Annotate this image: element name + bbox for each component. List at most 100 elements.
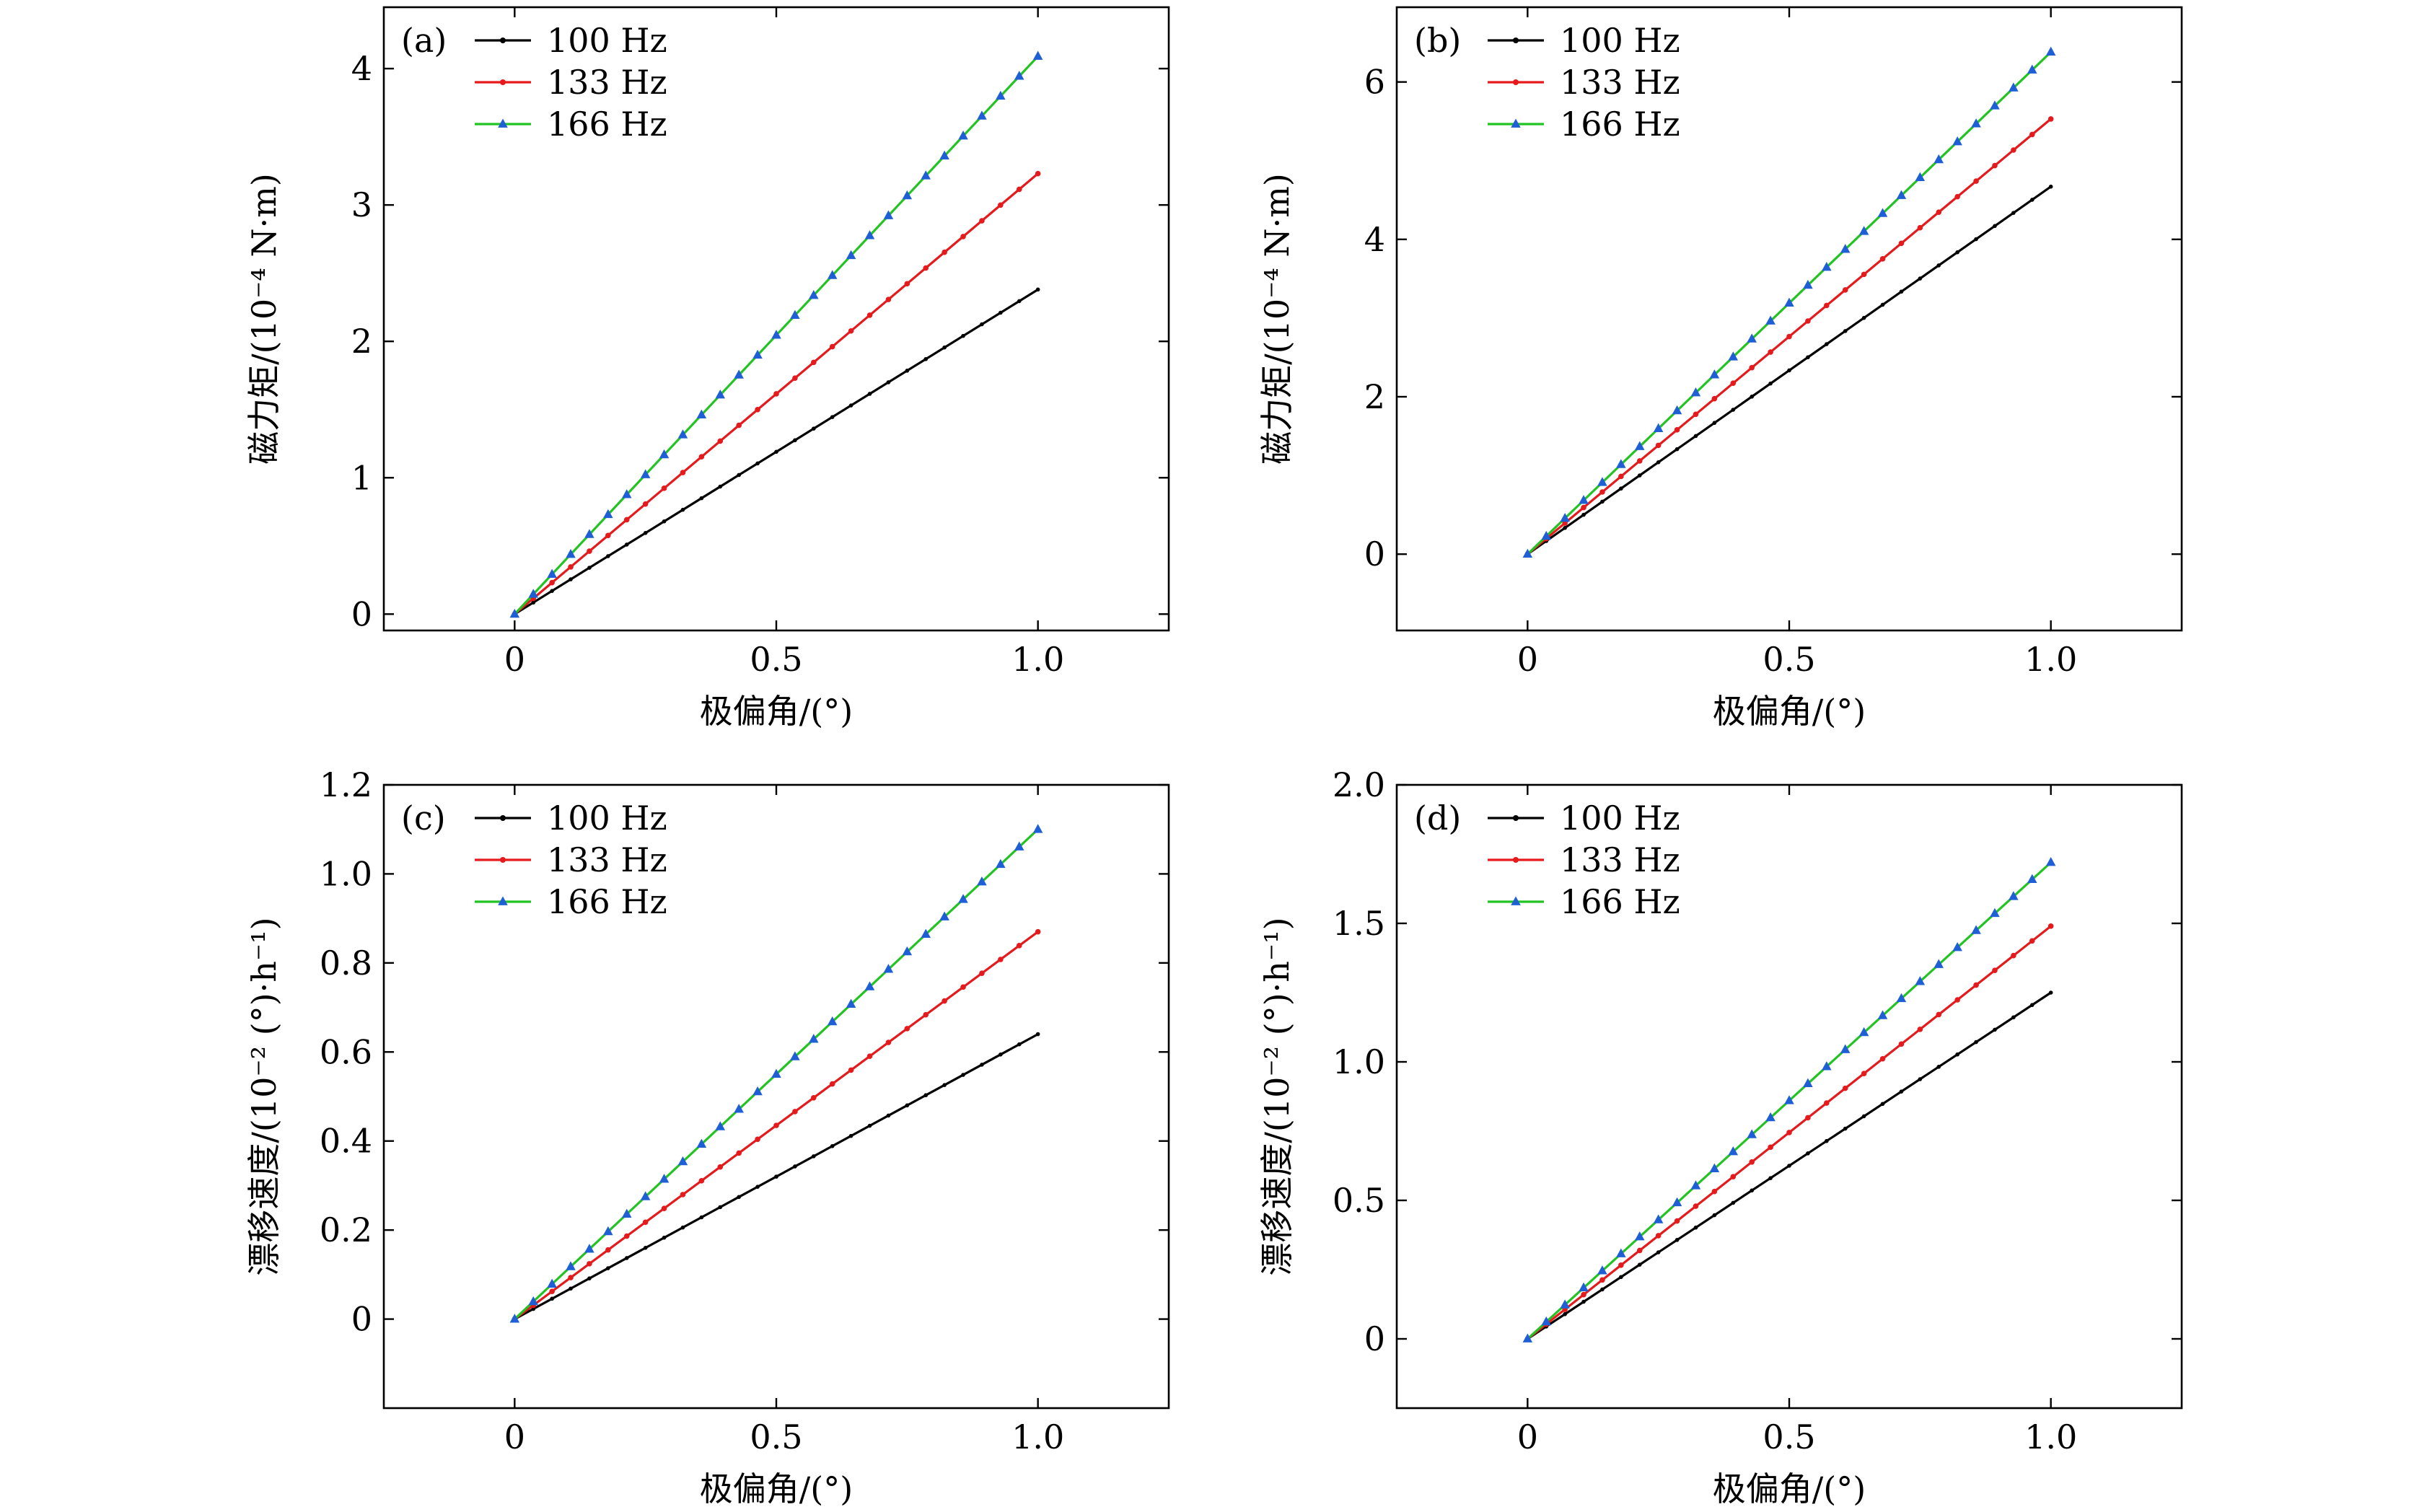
data-point [980, 322, 984, 327]
data-point [1936, 209, 1942, 215]
data-point [921, 170, 931, 180]
data-point [1955, 1052, 1959, 1057]
data-point [1728, 351, 1739, 361]
y-tick-label: 1.5 [1333, 904, 1385, 943]
data-point [1600, 499, 1605, 504]
x-tick-label: 0.5 [1763, 1418, 1815, 1456]
data-point [1655, 1233, 1662, 1239]
data-point [1806, 1151, 1810, 1156]
data-point [2009, 891, 2019, 900]
data-point [698, 1178, 705, 1184]
data-point [902, 946, 913, 956]
data-point [509, 1314, 520, 1323]
y-tick-label: 6 [1364, 63, 1385, 102]
data-point [1522, 1333, 1533, 1342]
data-point [1952, 941, 1962, 951]
data-point [1035, 928, 1041, 935]
data-point [1990, 907, 2000, 918]
data-point [737, 472, 741, 478]
data-point [1880, 302, 1885, 307]
data-point [848, 1067, 854, 1073]
data-point [2011, 147, 2016, 153]
data-point [605, 1247, 611, 1253]
data-point [998, 957, 1004, 962]
data-point [1787, 1164, 1791, 1168]
data-point [1541, 530, 1551, 540]
data-point [866, 1053, 873, 1060]
data-point [790, 1051, 800, 1060]
legend-marker [1513, 857, 1519, 863]
data-point [2029, 131, 2035, 138]
data-point [1635, 441, 1645, 450]
data-point [812, 426, 816, 431]
data-point [790, 309, 800, 319]
plot-frame [1395, 6, 2183, 632]
data-point [809, 289, 819, 299]
data-point [1805, 318, 1811, 324]
data-point [942, 1083, 947, 1087]
data-point [584, 1244, 594, 1253]
data-point [848, 403, 853, 408]
panel-label: (d) [1414, 799, 1461, 838]
data-point [1693, 1225, 1698, 1230]
data-point [771, 330, 781, 339]
chart-panel: 0 0.5 1.0 0 2 4 6 极偏角/(°) 磁力矩/(10⁻⁴ N·m) (b) 100 H… [1258, 6, 2183, 731]
data-point [1861, 1114, 1866, 1119]
data-point [1749, 364, 1755, 371]
data-point [1787, 368, 1791, 373]
panel-label: (a) [401, 21, 447, 60]
data-point [830, 1143, 835, 1148]
data-point [846, 250, 856, 260]
y-tick-label: 0.4 [320, 1122, 372, 1161]
data-point [1899, 1089, 1904, 1094]
y-tick-label: 0 [1364, 1319, 1385, 1358]
data-point [531, 600, 536, 605]
data-point [886, 1113, 891, 1118]
y-axis-label: 漂移速度/(10⁻² (°)·h⁻¹) [245, 917, 284, 1275]
data-point [773, 391, 779, 397]
data-point [1880, 1102, 1885, 1107]
data-point [587, 1261, 592, 1267]
y-tick-label: 2 [351, 322, 372, 361]
data-point [883, 210, 894, 219]
data-point [550, 589, 554, 593]
data-point [661, 1205, 667, 1211]
data-point [587, 566, 592, 570]
data-point [1618, 473, 1624, 480]
data-point [1898, 1041, 1905, 1047]
x-tick-label: 0 [504, 640, 525, 679]
data-point [1016, 943, 1022, 949]
x-tick-label: 0.5 [1763, 640, 1815, 679]
data-point [528, 1296, 538, 1306]
y-tick-label: 0 [1364, 535, 1385, 573]
data-point [642, 501, 649, 507]
data-point [1786, 333, 1792, 340]
data-point [829, 343, 835, 350]
y-axis-label: 磁力矩/(10⁻⁴ N·m) [1258, 173, 1296, 465]
data-point [1992, 967, 1998, 973]
data-point [864, 981, 875, 990]
data-point [2027, 874, 2037, 883]
data-point [755, 1136, 760, 1143]
data-point [1918, 276, 1923, 281]
data-point [1915, 172, 1926, 182]
data-point [961, 1073, 965, 1077]
legend-marker [1511, 896, 1521, 905]
data-point [1730, 380, 1737, 386]
data-point [1784, 1095, 1794, 1104]
y-axis-label: 漂移速度/(10⁻² (°)·h⁻¹) [1258, 917, 1296, 1275]
data-point [1974, 1040, 1978, 1045]
data-point [1825, 342, 1829, 346]
data-point [752, 349, 763, 359]
data-point [960, 984, 966, 990]
y-tick-label: 1.2 [320, 765, 372, 804]
data-point [1786, 1130, 1792, 1135]
data-point [1730, 1174, 1737, 1180]
data-point [812, 1154, 816, 1159]
data-point [1032, 824, 1043, 833]
data-point [550, 1296, 554, 1301]
data-point [1731, 1200, 1736, 1205]
data-point [885, 1040, 892, 1045]
data-point [1915, 976, 1926, 985]
data-point [1803, 1078, 1813, 1088]
